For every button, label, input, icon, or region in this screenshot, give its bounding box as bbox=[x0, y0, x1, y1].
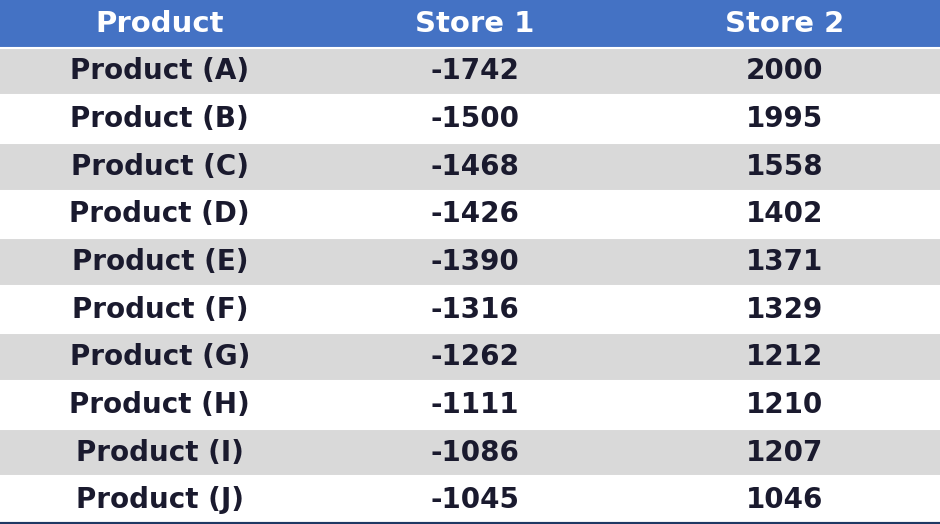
FancyBboxPatch shape bbox=[0, 429, 320, 476]
FancyBboxPatch shape bbox=[0, 48, 320, 95]
FancyBboxPatch shape bbox=[320, 286, 630, 333]
FancyBboxPatch shape bbox=[0, 143, 320, 191]
FancyBboxPatch shape bbox=[320, 476, 630, 524]
FancyBboxPatch shape bbox=[320, 238, 630, 286]
FancyBboxPatch shape bbox=[320, 429, 630, 476]
FancyBboxPatch shape bbox=[0, 191, 320, 238]
Text: Product (A): Product (A) bbox=[70, 58, 249, 85]
Text: -1316: -1316 bbox=[431, 296, 519, 324]
Text: -1390: -1390 bbox=[431, 248, 519, 276]
Text: Product (E): Product (E) bbox=[71, 248, 248, 276]
FancyBboxPatch shape bbox=[630, 381, 940, 429]
Text: 1371: 1371 bbox=[746, 248, 823, 276]
Text: -1262: -1262 bbox=[431, 343, 519, 372]
Text: 1046: 1046 bbox=[746, 486, 823, 514]
FancyBboxPatch shape bbox=[630, 48, 940, 95]
FancyBboxPatch shape bbox=[320, 0, 630, 48]
Text: -1468: -1468 bbox=[431, 152, 519, 181]
FancyBboxPatch shape bbox=[630, 191, 940, 238]
Text: 1558: 1558 bbox=[746, 152, 823, 181]
Text: Product (J): Product (J) bbox=[76, 486, 243, 514]
Text: Product (G): Product (G) bbox=[70, 343, 250, 372]
Text: 1210: 1210 bbox=[746, 391, 823, 419]
Text: Store 2: Store 2 bbox=[726, 10, 844, 38]
Text: -1742: -1742 bbox=[431, 58, 519, 85]
Text: 1995: 1995 bbox=[746, 105, 823, 133]
Text: 1207: 1207 bbox=[746, 439, 823, 466]
FancyBboxPatch shape bbox=[630, 143, 940, 191]
FancyBboxPatch shape bbox=[0, 95, 320, 143]
Text: Product (B): Product (B) bbox=[70, 105, 249, 133]
FancyBboxPatch shape bbox=[320, 95, 630, 143]
FancyBboxPatch shape bbox=[0, 333, 320, 381]
Text: Product (C): Product (C) bbox=[70, 152, 249, 181]
FancyBboxPatch shape bbox=[0, 286, 320, 333]
FancyBboxPatch shape bbox=[630, 238, 940, 286]
Text: Product (I): Product (I) bbox=[76, 439, 243, 466]
FancyBboxPatch shape bbox=[630, 476, 940, 524]
FancyBboxPatch shape bbox=[320, 143, 630, 191]
FancyBboxPatch shape bbox=[320, 48, 630, 95]
Text: Store 1: Store 1 bbox=[415, 10, 534, 38]
Text: 1212: 1212 bbox=[746, 343, 823, 372]
Text: Product (H): Product (H) bbox=[70, 391, 250, 419]
Text: Product: Product bbox=[96, 10, 224, 38]
FancyBboxPatch shape bbox=[320, 333, 630, 381]
FancyBboxPatch shape bbox=[0, 238, 320, 286]
Text: -1045: -1045 bbox=[431, 486, 519, 514]
FancyBboxPatch shape bbox=[320, 381, 630, 429]
FancyBboxPatch shape bbox=[630, 333, 940, 381]
Text: -1086: -1086 bbox=[431, 439, 519, 466]
Text: Product (D): Product (D) bbox=[70, 200, 250, 228]
Text: -1500: -1500 bbox=[431, 105, 519, 133]
FancyBboxPatch shape bbox=[630, 95, 940, 143]
Text: -1111: -1111 bbox=[431, 391, 519, 419]
FancyBboxPatch shape bbox=[630, 286, 940, 333]
Text: 1329: 1329 bbox=[746, 296, 823, 324]
Text: 2000: 2000 bbox=[746, 58, 823, 85]
FancyBboxPatch shape bbox=[0, 0, 320, 48]
FancyBboxPatch shape bbox=[0, 381, 320, 429]
FancyBboxPatch shape bbox=[630, 0, 940, 48]
Text: Product (F): Product (F) bbox=[71, 296, 248, 324]
FancyBboxPatch shape bbox=[0, 476, 320, 524]
FancyBboxPatch shape bbox=[320, 191, 630, 238]
Text: 1402: 1402 bbox=[746, 200, 823, 228]
Text: -1426: -1426 bbox=[431, 200, 519, 228]
FancyBboxPatch shape bbox=[630, 429, 940, 476]
